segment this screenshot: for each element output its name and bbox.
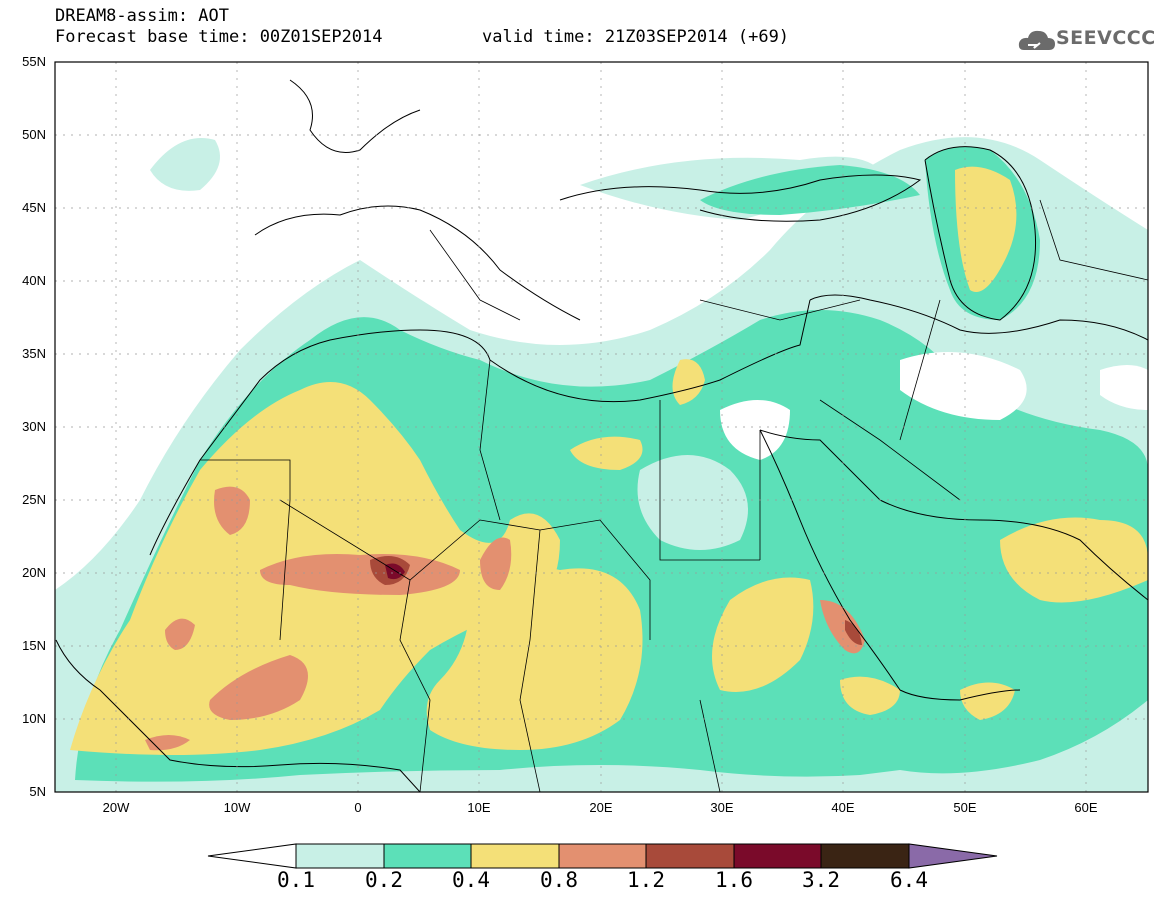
lat-label: 50N <box>22 127 46 142</box>
lat-label: 20N <box>22 565 46 580</box>
lon-label: 50E <box>953 800 977 815</box>
colorbar-bin-6 <box>733 843 822 869</box>
colorbar-bin-5 <box>645 843 735 869</box>
aot-region-yellow-libya <box>672 359 705 405</box>
lon-label: 10E <box>467 800 491 815</box>
aot-region-yellow-chad <box>426 568 643 750</box>
colorbar-label: 1.6 <box>715 868 753 892</box>
colorbar-label: 0.8 <box>540 868 578 892</box>
lat-label: 35N <box>22 346 46 361</box>
aot-region-orange-3 <box>209 655 308 720</box>
lat-label: 5N <box>29 784 46 799</box>
lon-label: 10W <box>223 800 251 815</box>
colorbar-label: 0.2 <box>365 868 403 892</box>
forecast-base-time: Forecast base time: 00Z01SEP2014 <box>55 27 383 47</box>
colorbar-bin-3 <box>470 843 560 869</box>
colorbar-bin-7 <box>820 843 910 869</box>
colorbar-label: 3.2 <box>802 868 840 892</box>
aot-region-clear-2 <box>720 400 790 460</box>
aot-region-orange-5 <box>165 618 195 650</box>
aot-region-orange-2 <box>260 554 460 595</box>
lon-label: 20W <box>102 800 130 815</box>
aot-region-clear-4 <box>1100 365 1148 410</box>
lon-label: 0 <box>354 800 362 815</box>
colorbar-label: 6.4 <box>890 868 928 892</box>
political-borders <box>200 199 1148 792</box>
colorbar-bin-1 <box>295 843 385 869</box>
lon-label: 30E <box>710 800 734 815</box>
aot-region-darkred-2 <box>845 620 862 645</box>
lon-label: 40E <box>831 800 855 815</box>
lat-label: 15N <box>22 638 46 653</box>
lat-label: 45N <box>22 200 46 215</box>
map-frame <box>54 61 1149 793</box>
valid-time: valid time: 21Z03SEP2014 (+69) <box>482 27 790 47</box>
colorbar-over-arrow <box>908 843 998 869</box>
lon-label: 20E <box>589 800 613 815</box>
gridlines <box>55 62 1148 792</box>
lat-label: 55N <box>22 54 46 69</box>
colorbar-bin-4 <box>558 843 647 869</box>
colorbar-under-arrow <box>207 843 297 869</box>
colorbar-bin-2 <box>383 843 472 869</box>
aot-region-yellow-caspian <box>955 166 1017 292</box>
aot-region-yellow-egypt <box>570 436 643 470</box>
lat-label: 40N <box>22 273 46 288</box>
seevccc-cloud-icon <box>1018 30 1055 50</box>
colorbar-label: 1.2 <box>627 868 665 892</box>
lat-label: 30N <box>22 419 46 434</box>
aot-region-green-black-sea <box>700 165 920 215</box>
colorbar-label: 0.4 <box>452 868 490 892</box>
coastlines <box>55 79 1148 792</box>
logo-text: SEEVCCC <box>1056 27 1156 49</box>
aot-region-yellow-arabia <box>1000 517 1148 603</box>
lat-label: 25N <box>22 492 46 507</box>
aot-region-yellow-yemen <box>840 676 900 715</box>
map-title: DREAM8-assim: AOT <box>55 6 229 26</box>
lat-label: 10N <box>22 711 46 726</box>
aot-region-orange-1 <box>214 486 250 535</box>
aot-region-clear-3 <box>900 352 1027 420</box>
aot-region-yellow-sudan <box>712 577 814 692</box>
colorbar-label: 0.1 <box>277 868 315 892</box>
aot-region-orange-4 <box>480 537 512 590</box>
colorbar <box>207 843 998 869</box>
aot-region-clear-1 <box>637 455 748 550</box>
aot-region-light-north <box>150 138 220 191</box>
lon-label: 60E <box>1074 800 1098 815</box>
